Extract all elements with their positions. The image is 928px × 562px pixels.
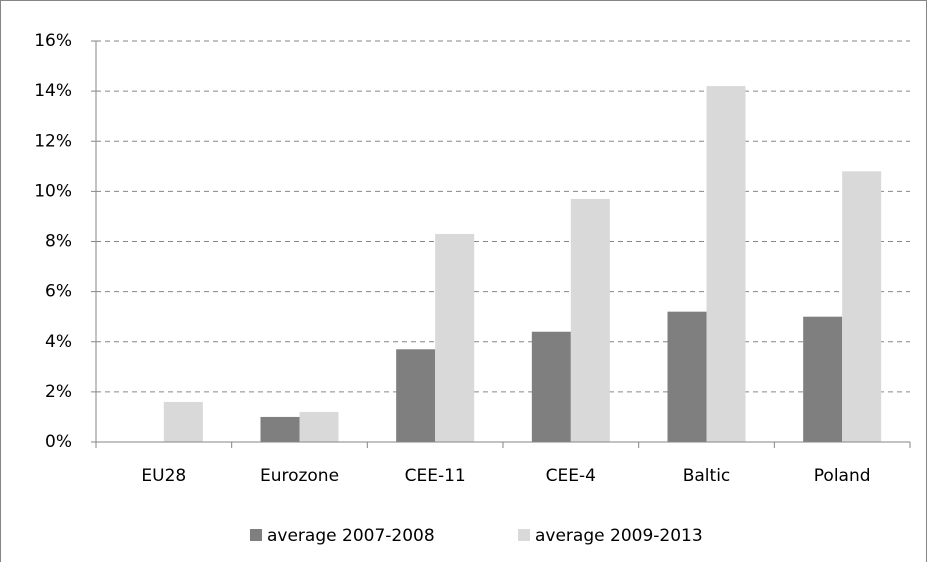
bar	[163, 401, 203, 442]
bar	[531, 331, 571, 442]
bar	[803, 316, 843, 442]
x-tick-label: Baltic	[683, 466, 731, 486]
y-tick-label: 10%	[34, 181, 72, 201]
bar	[667, 311, 707, 442]
y-tick-label: 6%	[45, 282, 72, 302]
x-tick-label: CEE-11	[405, 466, 466, 486]
x-tick-label: Eurozone	[260, 466, 339, 486]
legend-label: average 2009-2013	[535, 526, 703, 546]
y-tick-label: 4%	[45, 332, 72, 352]
bar	[299, 411, 339, 442]
bar	[842, 171, 882, 442]
bar	[435, 233, 475, 442]
x-tick-label: Poland	[814, 466, 871, 486]
bar	[570, 198, 610, 442]
y-tick-label: 12%	[34, 131, 72, 151]
legend-swatch	[518, 529, 530, 541]
x-tick-label: CEE-4	[546, 466, 596, 486]
bar	[260, 416, 300, 442]
bar	[396, 349, 436, 442]
y-tick-label: 0%	[45, 432, 72, 452]
legend-swatch	[250, 529, 262, 541]
y-tick-label: 2%	[45, 382, 72, 402]
y-tick-label: 16%	[34, 31, 72, 51]
y-tick-label: 8%	[45, 232, 72, 252]
x-tick-label: EU28	[141, 466, 186, 486]
legend-label: average 2007-2008	[267, 526, 435, 546]
bar	[706, 86, 746, 443]
y-tick-label: 14%	[34, 81, 72, 101]
